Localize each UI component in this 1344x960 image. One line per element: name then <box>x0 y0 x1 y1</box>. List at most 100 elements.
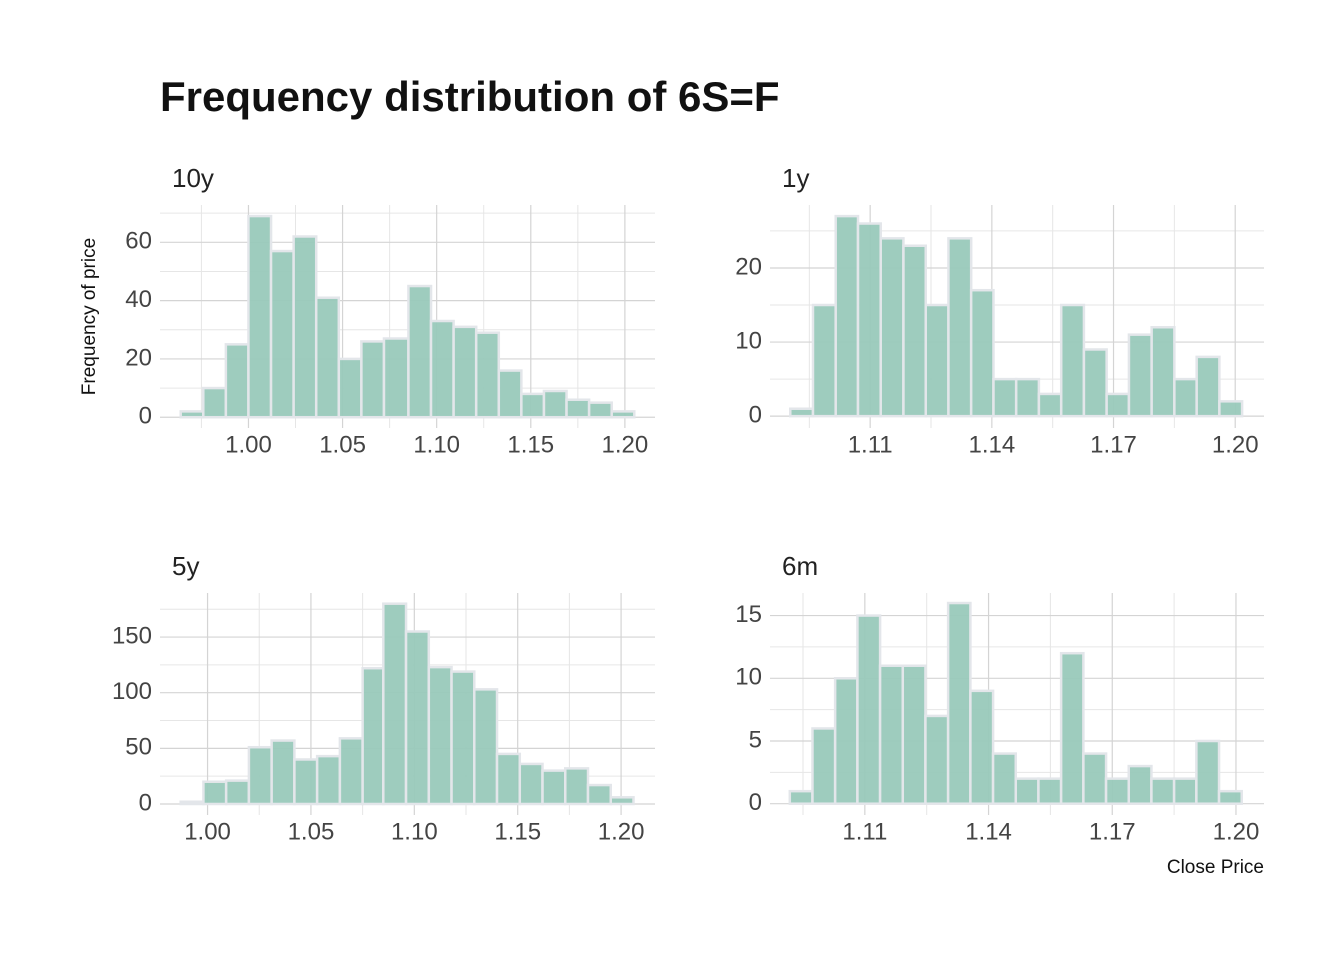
bar <box>382 602 408 806</box>
bar <box>450 670 476 806</box>
panel-title: 5y <box>172 551 199 581</box>
bar <box>337 357 363 419</box>
y-tick-label: 100 <box>112 678 152 705</box>
y-tick-label: 150 <box>112 622 152 649</box>
bar <box>1195 355 1221 418</box>
bar <box>1082 348 1108 418</box>
bar <box>992 377 1018 418</box>
x-tick-label: 1.15 <box>507 431 554 458</box>
panel-title: 1y <box>782 163 809 193</box>
bar <box>609 796 635 806</box>
panel-title: 6m <box>782 551 818 581</box>
x-tick-label: 1.20 <box>598 818 645 845</box>
bar <box>293 758 319 806</box>
panel-title: 10y <box>172 163 214 193</box>
bar <box>520 392 546 419</box>
x-tick-label: 1.17 <box>1089 818 1136 845</box>
bar <box>1127 764 1153 805</box>
bar <box>1195 739 1221 805</box>
bar <box>224 343 250 419</box>
bar <box>541 769 567 806</box>
bar <box>969 689 995 805</box>
y-tick-label: 40 <box>125 286 152 313</box>
bar <box>788 789 814 805</box>
bar <box>811 727 837 805</box>
bar <box>247 214 273 419</box>
bar <box>382 337 410 419</box>
x-axis-label: Close Price <box>1167 857 1264 878</box>
x-tick-label: 1.20 <box>1212 431 1259 458</box>
bar <box>429 319 455 419</box>
y-tick-label: 60 <box>125 228 152 255</box>
bar <box>1150 325 1176 418</box>
bar <box>247 745 273 806</box>
bar <box>1217 789 1243 805</box>
y-axis-label: Frequency of price <box>79 238 100 395</box>
bar <box>270 739 296 806</box>
bar <box>427 665 453 806</box>
bar <box>474 331 501 419</box>
bar <box>586 783 613 806</box>
bar <box>610 410 636 419</box>
bar <box>1037 777 1063 805</box>
bar <box>1082 752 1108 805</box>
bar <box>1218 400 1244 418</box>
bar <box>1127 333 1153 418</box>
x-tick-label: 1.17 <box>1090 431 1137 458</box>
bar <box>404 630 431 806</box>
y-tick-label: 0 <box>139 789 152 816</box>
x-tick-label: 1.15 <box>494 818 541 845</box>
bar <box>407 284 433 419</box>
bar <box>202 780 228 806</box>
bar <box>879 237 905 418</box>
x-tick-label: 1.20 <box>602 431 649 458</box>
bar <box>811 303 837 418</box>
bar <box>473 688 499 806</box>
x-tick-label: 1.05 <box>319 431 366 458</box>
y-tick-label: 15 <box>735 601 762 628</box>
bar <box>292 235 318 419</box>
x-tick-label: 1.00 <box>184 818 231 845</box>
bar <box>991 752 1018 805</box>
x-tick-label: 1.10 <box>391 818 438 845</box>
y-tick-label: 0 <box>749 789 762 816</box>
bar <box>269 249 295 419</box>
bar <box>1105 392 1131 418</box>
bar <box>946 601 972 805</box>
x-tick-label: 1.14 <box>965 818 1012 845</box>
bar <box>1014 377 1041 418</box>
figure-title: Frequency distribution of 6S=F <box>160 73 780 120</box>
y-tick-label: 5 <box>749 726 762 753</box>
bar <box>833 677 859 805</box>
y-tick-label: 20 <box>735 253 762 280</box>
y-tick-label: 0 <box>749 401 762 428</box>
bar <box>497 369 523 419</box>
x-tick-label: 1.20 <box>1213 818 1260 845</box>
bar <box>452 325 478 419</box>
bar <box>179 410 205 419</box>
bar <box>856 222 882 418</box>
bar <box>1172 777 1198 805</box>
bar <box>924 303 950 418</box>
bar <box>834 214 860 418</box>
bar <box>518 762 544 806</box>
x-tick-label: 1.10 <box>413 431 460 458</box>
bar <box>495 752 522 806</box>
bar <box>1037 392 1063 418</box>
x-tick-label: 1.11 <box>842 818 887 845</box>
bar <box>361 666 385 806</box>
bar <box>565 398 591 419</box>
bar <box>1104 777 1130 805</box>
bar <box>338 737 364 806</box>
bar <box>878 664 905 805</box>
bar <box>224 779 251 806</box>
bar <box>924 714 950 805</box>
x-tick-label: 1.00 <box>225 431 272 458</box>
x-tick-label: 1.05 <box>288 818 335 845</box>
bar <box>564 767 590 806</box>
bar <box>1059 651 1085 805</box>
bar <box>901 664 927 805</box>
bar <box>902 244 927 418</box>
bar <box>202 386 228 419</box>
